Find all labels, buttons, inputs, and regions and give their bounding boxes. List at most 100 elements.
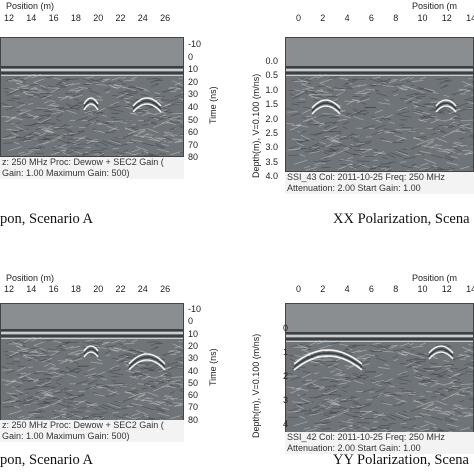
clutter-stroke — [459, 165, 471, 170]
clutter-stroke — [316, 339, 327, 345]
clutter-stroke — [123, 413, 129, 416]
x-tick-label: 6 — [368, 13, 374, 23]
clutter-stroke — [99, 418, 105, 420]
clutter-stroke — [288, 407, 298, 412]
clutter-stroke — [377, 344, 383, 347]
clutter-stroke — [36, 385, 42, 387]
clutter-stroke — [18, 151, 25, 155]
clutter-stroke — [300, 134, 313, 141]
clutter-stroke — [35, 146, 46, 150]
clutter-stroke — [438, 109, 447, 114]
clutter-stroke — [125, 369, 135, 374]
clutter-stroke — [130, 339, 138, 343]
clutter-stroke — [403, 418, 416, 422]
clutter-stroke — [430, 115, 438, 118]
clutter-stroke — [36, 107, 48, 110]
direct-wave-band — [1, 332, 183, 334]
x-tick-label: 12 — [4, 284, 15, 294]
clutter-stroke — [37, 380, 45, 385]
clutter-stroke — [327, 98, 339, 104]
clutter-stroke — [140, 135, 149, 138]
clutter-stroke — [432, 426, 438, 429]
clutter-stroke — [137, 393, 146, 397]
clutter-stroke — [331, 407, 342, 410]
clutter-stroke — [174, 356, 183, 361]
clutter-stroke — [416, 139, 430, 146]
clutter-stroke — [53, 399, 64, 405]
clutter-stroke — [149, 136, 163, 143]
clutter-stroke — [383, 394, 395, 397]
clutter-stroke — [42, 137, 54, 141]
clutter-stroke — [47, 85, 53, 88]
clutter-stroke — [164, 131, 173, 134]
clutter-stroke — [183, 378, 184, 379]
clutter-stroke — [302, 382, 309, 386]
clutter-stroke — [309, 404, 322, 410]
clutter-stroke — [38, 377, 50, 381]
clutter-stroke — [397, 412, 409, 417]
clutter-stroke — [293, 89, 305, 93]
clutter-stroke — [459, 123, 471, 127]
clutter-stroke — [469, 130, 473, 133]
clutter-stroke — [319, 95, 327, 100]
clutter-stroke — [166, 361, 179, 367]
caption: XX Polarization, Scena — [333, 211, 470, 227]
clutter-stroke — [387, 430, 393, 432]
clutter-stroke — [29, 397, 41, 401]
clutter-stroke — [293, 354, 305, 358]
y-tick-label: 2.0 — [265, 113, 278, 124]
clutter-stroke — [11, 115, 17, 119]
clutter-stroke — [30, 83, 41, 86]
clutter-stroke — [453, 409, 462, 414]
clutter-stroke — [94, 144, 100, 147]
clutter-stroke — [135, 349, 147, 354]
y-tick-label: 0 — [188, 51, 194, 62]
clutter-stroke — [290, 112, 300, 117]
clutter-stroke — [465, 373, 473, 375]
clutter-stroke — [123, 97, 130, 100]
x-tick-label: 12 — [441, 284, 452, 294]
clutter-stroke — [372, 342, 382, 345]
clutter-stroke — [46, 114, 52, 118]
clutter-stroke — [119, 416, 125, 419]
clutter-stroke — [19, 402, 33, 405]
clutter-stroke — [333, 114, 343, 117]
y-tick-label: 3.0 — [265, 142, 278, 153]
clutter-stroke — [108, 347, 119, 353]
clutter-stroke — [464, 348, 472, 353]
clutter-stroke — [444, 154, 455, 161]
clutter-stroke — [294, 409, 302, 413]
clutter-stroke — [384, 363, 390, 367]
clutter-stroke — [358, 415, 365, 419]
x-tick-label: 6 — [368, 284, 374, 294]
clutter-stroke — [431, 143, 438, 148]
clutter-stroke — [155, 375, 164, 378]
clutter-stroke — [422, 379, 435, 383]
clutter-stroke — [43, 100, 50, 104]
clutter-stroke — [286, 107, 294, 111]
clutter-stroke — [299, 130, 307, 134]
clutter-stroke — [422, 115, 435, 119]
clutter-stroke — [329, 416, 335, 420]
clutter-stroke — [9, 131, 19, 137]
clutter-stroke — [140, 392, 146, 395]
clutter-stroke — [430, 154, 443, 159]
clutter-stroke — [168, 87, 177, 90]
clutter-stroke — [392, 89, 399, 94]
clutter-stroke — [463, 152, 473, 156]
clutter-stroke — [344, 349, 349, 351]
clutter-stroke — [372, 76, 382, 79]
y-axis-label: Time (ns) — [208, 348, 218, 386]
clutter-stroke — [401, 426, 408, 429]
clutter-stroke — [125, 415, 132, 418]
clutter-stroke — [459, 134, 473, 140]
clutter-stroke — [287, 410, 301, 413]
clutter-stroke — [2, 105, 13, 108]
clutter-stroke — [320, 155, 332, 160]
clutter-stroke — [11, 394, 17, 397]
clutter-stroke — [38, 126, 44, 129]
clutter-stroke — [20, 341, 26, 345]
clutter-stroke — [456, 367, 469, 372]
clutter-stroke — [383, 128, 396, 131]
info-line-1: SSI_43 Col: 2011-10-25 Freq: 250 MHz — [285, 172, 474, 183]
